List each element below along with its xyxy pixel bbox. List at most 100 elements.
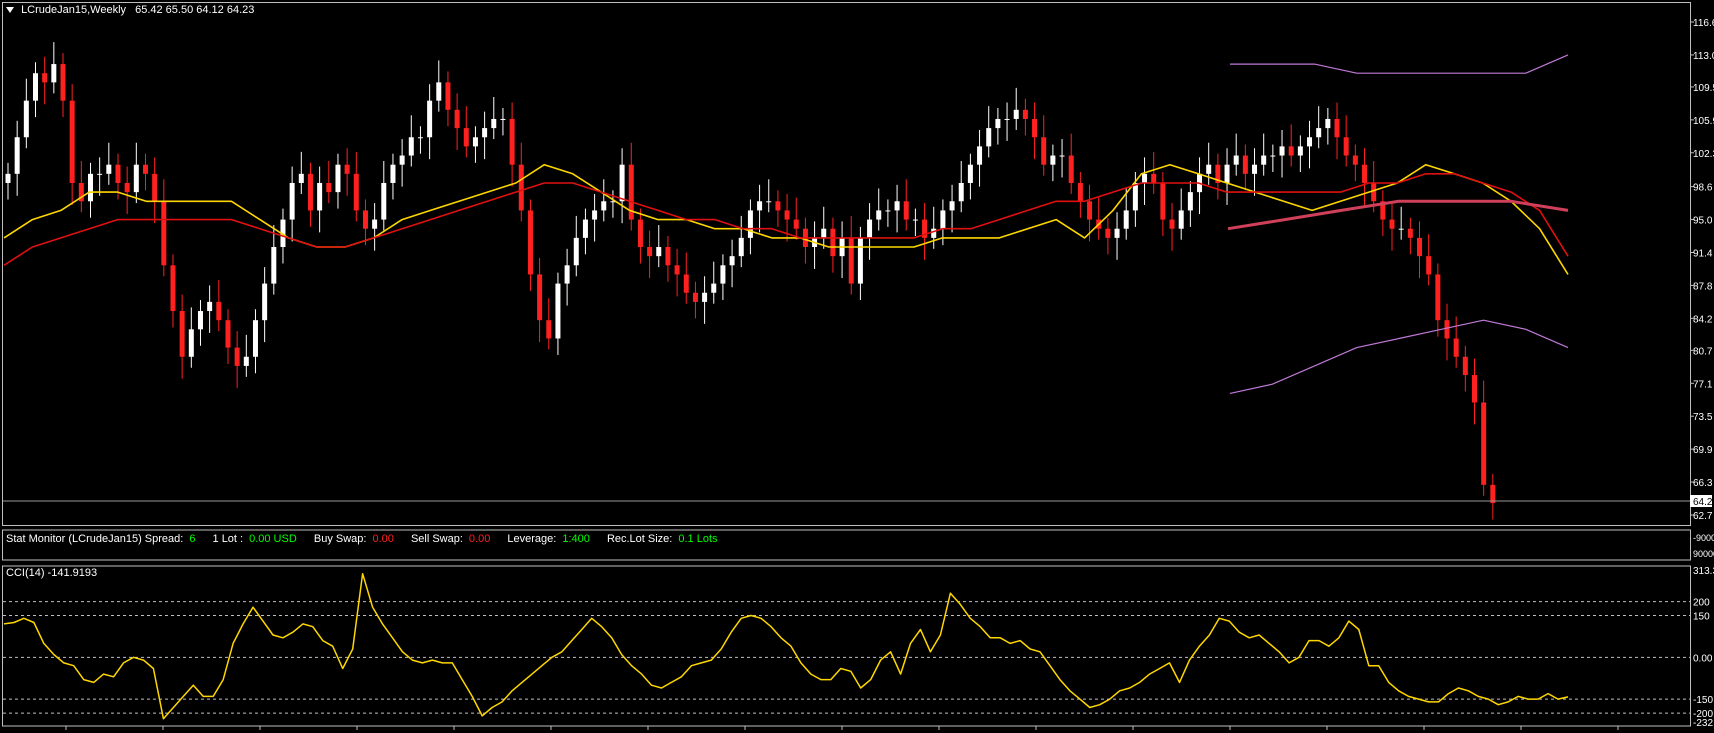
candle-body <box>821 228 827 238</box>
candle-body <box>1068 155 1074 183</box>
candle-body <box>1481 402 1487 485</box>
price-tick-label: 109.5 <box>1693 83 1714 94</box>
candle-body <box>775 201 781 211</box>
candle-body <box>1316 128 1322 138</box>
candle-body <box>60 64 66 101</box>
candle-body <box>417 137 423 139</box>
candle-body <box>1453 338 1459 357</box>
spread-value: 6 <box>189 533 196 545</box>
dropdown-triangle-icon[interactable] <box>6 7 14 14</box>
price-panel-frame <box>2 2 1691 526</box>
ema-slow-line <box>3 173 1569 266</box>
candle-body <box>262 283 268 321</box>
cci-tick-label: 200 <box>1693 598 1710 609</box>
candle-body <box>518 164 524 211</box>
cci-plot[interactable] <box>3 572 1690 720</box>
candle-body <box>903 201 909 220</box>
candle-body <box>1224 164 1230 183</box>
candle-body <box>1233 155 1239 165</box>
cci-panel-frame <box>2 565 1691 727</box>
candle-body <box>1325 118 1331 129</box>
candle-body <box>344 164 350 174</box>
current-price-label: 64.23 <box>1693 497 1714 508</box>
spread-label: Spread: <box>144 533 184 545</box>
price-tick-label: 80.7 <box>1693 346 1713 357</box>
candle-body <box>793 219 799 229</box>
candle-body <box>665 247 671 266</box>
candle-body <box>1022 109 1028 119</box>
candle-body <box>582 219 588 238</box>
candle-body <box>326 182 332 193</box>
leverage-value: 1:400 <box>562 533 590 545</box>
candle-body <box>188 329 194 357</box>
candle-body <box>1132 182 1138 211</box>
candle-body <box>372 219 378 229</box>
candle-body <box>1426 256 1432 275</box>
candle-body <box>1371 182 1377 202</box>
candle-body <box>23 100 29 138</box>
price-tick-label: 62.7 <box>1693 511 1713 522</box>
candle-body <box>857 237 863 284</box>
lot-label: 1 Lot : <box>212 533 244 545</box>
price-tick-label: 95.0 <box>1693 216 1713 227</box>
cci-tick-label: 0.00 <box>1693 653 1713 664</box>
candle-body <box>152 173 158 202</box>
candle-body <box>124 182 130 193</box>
candle-body <box>1050 155 1056 165</box>
candle-body <box>472 137 478 147</box>
candle-body <box>1398 228 1404 230</box>
stat-axis-bottom: 90000 <box>1693 549 1714 559</box>
lower-band-line <box>1229 319 1569 394</box>
candle-body <box>601 201 607 211</box>
ohlc-values: 65.42 65.50 64.12 64.23 <box>135 4 255 16</box>
candle-body <box>317 182 323 211</box>
candle-body <box>1123 210 1129 229</box>
buy-swap-value: 0.00 <box>372 533 394 545</box>
candle-body <box>142 164 148 174</box>
candle-body <box>1004 118 1010 120</box>
candle-body <box>1187 192 1193 211</box>
candle-body <box>1160 182 1166 220</box>
candle-body <box>729 256 735 266</box>
candle-body <box>1105 228 1111 238</box>
candle-body <box>986 128 992 147</box>
chart-header: LCrudeJan15,Weekly 65.42 65.50 64.12 64.… <box>6 4 254 16</box>
candle-body <box>720 265 726 284</box>
candle-body <box>1352 155 1358 165</box>
candle-body <box>51 64 57 83</box>
candle-body <box>381 182 387 220</box>
candle-body <box>133 164 139 193</box>
candle-body <box>867 219 873 238</box>
symbol-label: LCrudeJan15,Weekly <box>21 4 127 16</box>
candle-body <box>463 128 469 147</box>
candle-body <box>977 146 983 165</box>
candle-body <box>509 118 515 165</box>
price-tick-label: 69.9 <box>1693 445 1713 456</box>
candle-body <box>1270 155 1276 157</box>
price-tick-label: 116.6 <box>1693 18 1714 29</box>
candle-body <box>1444 320 1450 339</box>
reclot-value: 0.1 Lots <box>678 533 718 545</box>
candle-body <box>225 320 231 348</box>
candle-body <box>1343 137 1349 156</box>
candle-body <box>1462 356 1468 376</box>
candle-body <box>1114 228 1120 238</box>
candle-body <box>958 182 964 202</box>
candle-body <box>1362 164 1368 183</box>
stat-monitor-name: Stat Monitor (LCrudeJan15) <box>6 533 142 545</box>
candle-body <box>1215 164 1221 183</box>
ema-fast-line <box>3 163 1569 275</box>
candle-body <box>170 265 176 312</box>
price-tick-label: 73.5 <box>1693 412 1713 423</box>
candle-body <box>335 164 341 193</box>
candle-body <box>922 219 928 238</box>
stat-panel-frame <box>2 529 1691 561</box>
cci-tick-label: -150 <box>1693 695 1713 706</box>
candle-body <box>271 247 277 284</box>
cci-tick-label: -200 <box>1693 709 1713 720</box>
price-plot[interactable] <box>3 42 1569 520</box>
candle-body <box>912 219 918 221</box>
candle-body <box>967 164 973 183</box>
candle-body <box>1435 274 1441 321</box>
